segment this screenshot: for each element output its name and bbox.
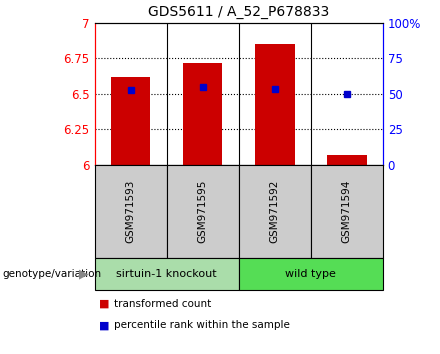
Text: ■: ■ <box>99 299 110 309</box>
Title: GDS5611 / A_52_P678833: GDS5611 / A_52_P678833 <box>148 5 329 19</box>
Text: percentile rank within the sample: percentile rank within the sample <box>114 320 290 330</box>
Bar <box>183 63 223 165</box>
Bar <box>327 155 367 165</box>
Text: ▶: ▶ <box>79 268 88 281</box>
Text: GSM971595: GSM971595 <box>198 180 208 243</box>
Bar <box>111 77 150 165</box>
Text: transformed count: transformed count <box>114 299 212 309</box>
Text: GSM971593: GSM971593 <box>126 180 136 243</box>
Text: sirtuin-1 knockout: sirtuin-1 knockout <box>116 269 217 279</box>
Bar <box>255 44 294 165</box>
Text: GSM971592: GSM971592 <box>270 180 280 243</box>
Text: genotype/variation: genotype/variation <box>2 269 101 279</box>
Text: ■: ■ <box>99 320 110 330</box>
Text: GSM971594: GSM971594 <box>342 180 352 243</box>
Text: wild type: wild type <box>285 269 336 279</box>
